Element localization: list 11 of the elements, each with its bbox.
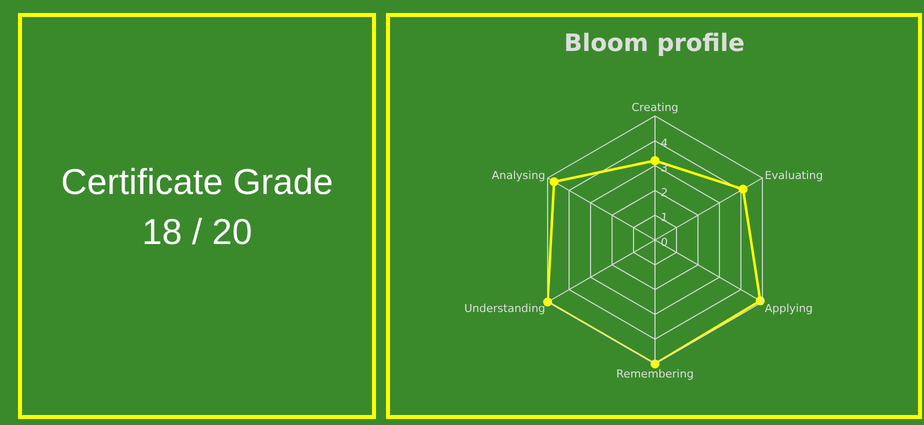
chart-title: Bloom profile (564, 29, 745, 57)
spoke-label: Applying (764, 302, 813, 316)
spoke-label: Remembering (616, 368, 694, 381)
y-tick-label: 3 (660, 161, 668, 175)
text: Certificate Grade (61, 161, 334, 202)
spoke-label: Understanding (464, 302, 546, 316)
text: 18 / 20 (142, 211, 252, 252)
spoke-label: Analysing (492, 168, 546, 182)
y-tick-label: 4 (660, 136, 668, 150)
spoke-label: Evaluating (764, 168, 824, 182)
spoke-label: Creating (632, 101, 678, 114)
